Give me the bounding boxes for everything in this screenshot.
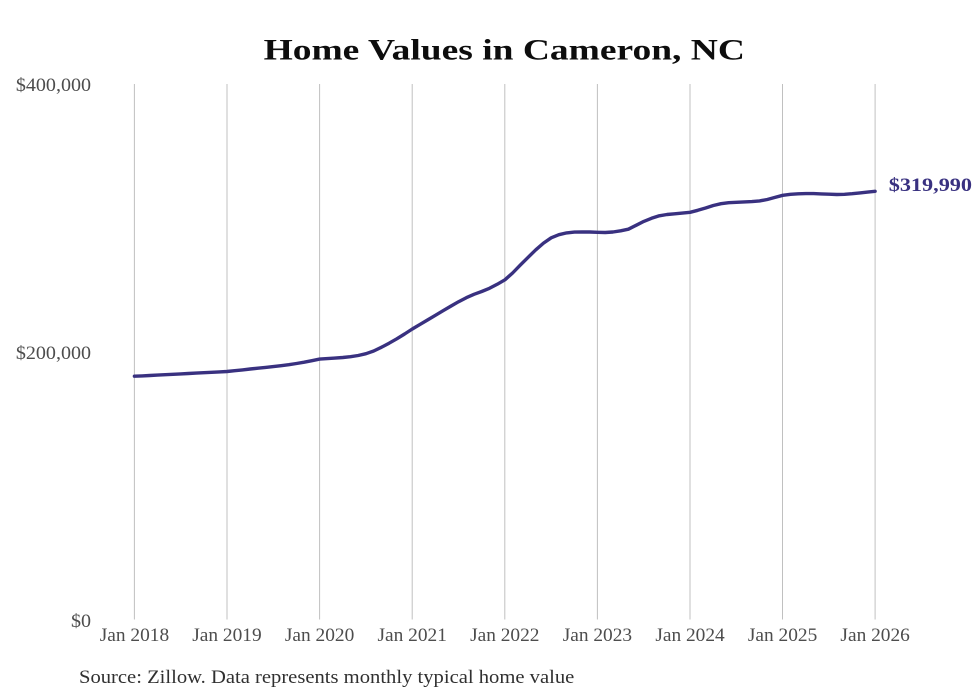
svg-text:Home Values in Cameron, NC: Home Values in Cameron, NC (264, 34, 745, 67)
svg-text:Source: Zillow. Data represent: Source: Zillow. Data represents monthly … (79, 667, 575, 688)
svg-text:Jan 2024: Jan 2024 (655, 625, 725, 646)
svg-text:Jan 2026: Jan 2026 (840, 625, 910, 646)
svg-text:Jan 2025: Jan 2025 (748, 625, 817, 646)
svg-text:Jan 2021: Jan 2021 (377, 625, 446, 646)
svg-text:$200,000: $200,000 (16, 343, 91, 363)
svg-text:Jan 2018: Jan 2018 (100, 625, 169, 646)
svg-text:$319,990: $319,990 (889, 175, 972, 195)
svg-text:$400,000: $400,000 (16, 75, 91, 95)
svg-text:$0: $0 (71, 611, 91, 631)
svg-text:Jan 2023: Jan 2023 (563, 625, 632, 646)
svg-text:Jan 2022: Jan 2022 (470, 625, 539, 646)
svg-text:Jan 2020: Jan 2020 (285, 625, 354, 646)
svg-text:Jan 2019: Jan 2019 (192, 625, 261, 646)
